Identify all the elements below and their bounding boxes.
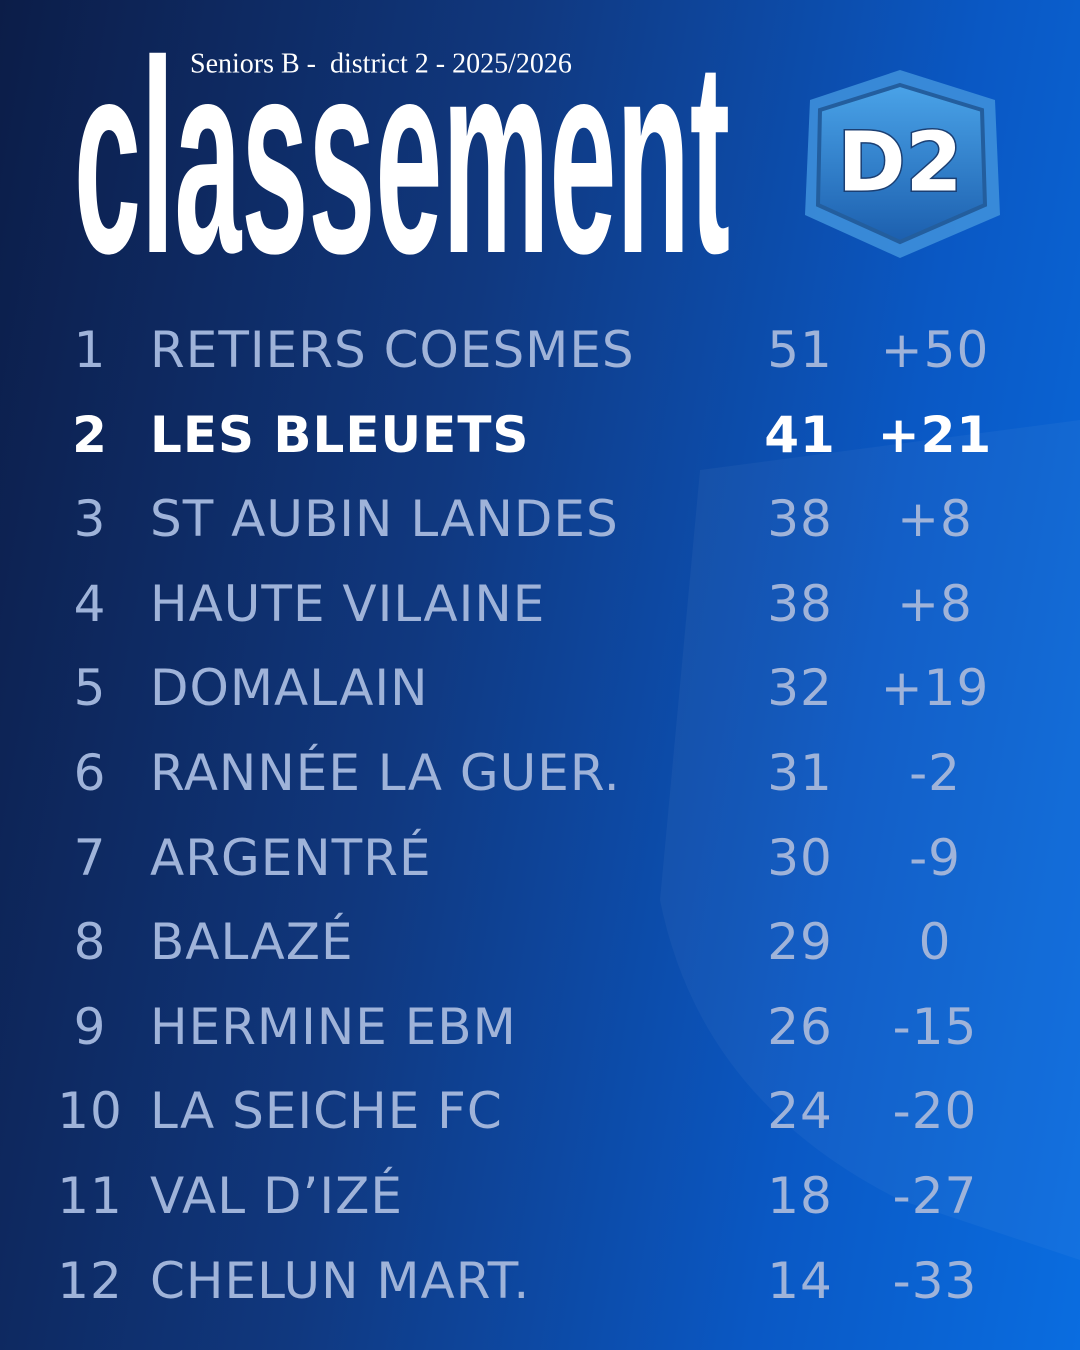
rank: 8 [73, 913, 107, 972]
rank: 1 [73, 321, 107, 379]
team-name: CHELUN MART. [150, 1251, 531, 1310]
points: 38 [767, 574, 833, 633]
table-row: 4 HAUTE VILAINE 38 +8 [0, 562, 1080, 646]
rank: 12 [57, 1251, 123, 1310]
goal-difference: -27 [892, 1167, 978, 1225]
goal-difference: +8 [897, 574, 973, 633]
rank: 6 [73, 744, 107, 802]
watermark [660, 420, 1080, 1260]
badge-inner [815, 82, 988, 245]
goal-difference: -20 [892, 1082, 978, 1141]
points: 31 [767, 744, 833, 802]
points: 30 [767, 828, 833, 887]
team-name: HERMINE EBM [150, 997, 517, 1056]
team-name: DOMALAIN [150, 659, 429, 718]
table-row: 8 BALAZÉ 29 0 [0, 900, 1080, 984]
points: 41 [764, 405, 836, 464]
points: 26 [767, 997, 833, 1056]
team-name: ARGENTRÉ [150, 828, 432, 887]
team-name: RANNÉE LA GUER. [150, 744, 621, 802]
goal-difference: 0 [918, 913, 952, 972]
points: 29 [767, 913, 833, 972]
rank: 2 [72, 405, 108, 464]
points: 38 [767, 490, 833, 549]
team-name: RETIERS COESMES [150, 321, 635, 379]
rank: 9 [73, 997, 107, 1056]
points: 24 [767, 1082, 833, 1141]
rank: 10 [57, 1082, 123, 1141]
points: 18 [767, 1167, 833, 1225]
title: classement [74, 4, 730, 311]
goal-difference: -9 [909, 828, 961, 887]
goal-difference: +21 [877, 405, 993, 464]
team-name: LA SEICHE FC [150, 1082, 503, 1141]
goal-difference: +8 [897, 490, 973, 549]
table-row: 5 DOMALAIN 32 +19 [0, 646, 1080, 730]
rank: 4 [73, 574, 107, 633]
points: 51 [767, 321, 833, 379]
team-name: HAUTE VILAINE [150, 574, 546, 633]
team-name: BALAZÉ [150, 913, 354, 972]
table-row: 10 LA SEICHE FC 24 -20 [0, 1069, 1080, 1153]
badge-label: D2 [837, 115, 962, 210]
table-row: 1 RETIERS COESMES 51 +50 [0, 308, 1080, 392]
table-row: 9 HERMINE EBM 26 -15 [0, 985, 1080, 1069]
goal-difference: +50 [880, 321, 990, 379]
team-name: LES BLEUETS [150, 405, 530, 464]
goal-difference: -33 [892, 1251, 978, 1310]
subtitle: Seniors B - district 2 - 2025/2026 [190, 48, 572, 79]
team-name: ST AUBIN LANDES [150, 490, 619, 549]
team-name: VAL D’IZÉ [150, 1167, 403, 1225]
points: 14 [767, 1251, 833, 1310]
table-row: 6 RANNÉE LA GUER. 31 -2 [0, 731, 1080, 815]
points: 32 [767, 659, 833, 718]
goal-difference: -15 [892, 997, 978, 1056]
goal-difference: -2 [909, 744, 961, 802]
rank: 3 [73, 490, 107, 549]
table-row: 11 VAL D’IZÉ 18 -27 [0, 1154, 1080, 1238]
rank: 7 [73, 828, 107, 887]
rank: 11 [57, 1167, 123, 1225]
table-row: 12 CHELUN MART. 14 -33 [0, 1239, 1080, 1323]
table-row: 2 LES BLEUETS 41 +21 [0, 393, 1080, 477]
goal-difference: +19 [880, 659, 990, 718]
rank: 5 [73, 659, 107, 718]
table-row: 7 ARGENTRÉ 30 -9 [0, 816, 1080, 900]
table-row: 3 ST AUBIN LANDES 38 +8 [0, 477, 1080, 561]
